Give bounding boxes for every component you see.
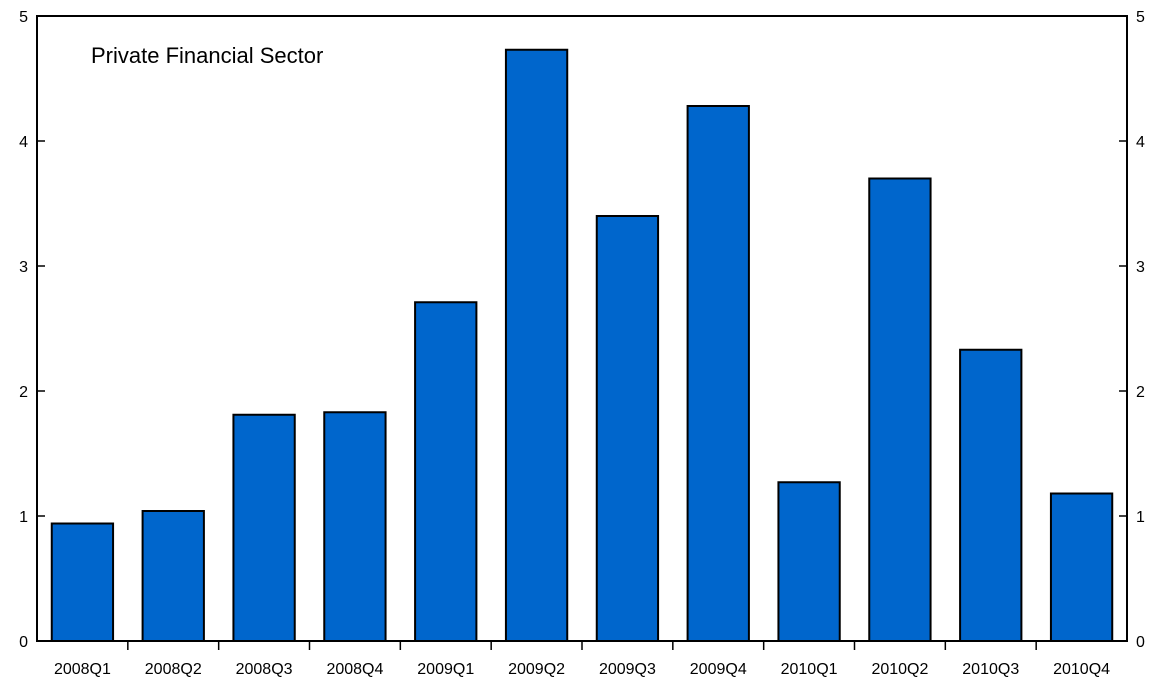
- labels-group: 2008Q1 2008Q2 2008Q3 2008Q4 2009Q1 2009Q2 2009…: [19, 9, 1145, 678]
- right-y-tick-label: 4: [1136, 134, 1145, 151]
- bar-2008Q4: [323, 411, 387, 642]
- x-tick-label-2010Q3: 2010Q3: [962, 661, 1019, 678]
- left-y-tick-label: 0: [19, 634, 28, 651]
- right-y-tick-label: 2: [1136, 384, 1145, 401]
- bars-group: [50, 48, 1114, 642]
- right-y-tick-label: 0: [1136, 634, 1145, 651]
- right-y-tick-label: 5: [1136, 9, 1145, 26]
- x-tick-label-2009Q3: 2009Q3: [599, 661, 656, 678]
- x-tick-label-2008Q2: 2008Q2: [145, 661, 202, 678]
- bar-2009Q1: [414, 301, 478, 642]
- bar-2008Q2: [141, 510, 205, 642]
- left-y-tick-label: 2: [19, 384, 28, 401]
- left-y-tick-label: 5: [19, 9, 28, 26]
- right-y-tick-label: 3: [1136, 259, 1145, 276]
- bar-2010Q3: [959, 348, 1023, 642]
- x-tick-label-2010Q2: 2010Q2: [871, 661, 928, 678]
- right-y-tick-label: 1: [1136, 509, 1145, 526]
- chart-title: Private Financial Sector: [91, 43, 323, 68]
- bar-2009Q3: [595, 215, 660, 642]
- x-tick-label-2010Q4: 2010Q4: [1053, 661, 1110, 678]
- x-tick-label-2009Q1: 2009Q1: [417, 661, 474, 678]
- ticks-group: [37, 140, 1127, 650]
- bar-2010Q4: [1049, 492, 1114, 642]
- bar-2008Q1: [50, 522, 115, 642]
- bar-2008Q3: [232, 413, 296, 642]
- bar-2009Q2: [504, 48, 569, 642]
- x-tick-label-2008Q1: 2008Q1: [54, 661, 111, 678]
- x-tick-label-2009Q2: 2009Q2: [508, 661, 565, 678]
- bar-2010Q1: [777, 481, 841, 642]
- left-y-tick-label: 3: [19, 259, 28, 276]
- x-tick-label-2010Q1: 2010Q1: [781, 661, 838, 678]
- x-tick-label-2008Q4: 2008Q4: [326, 661, 383, 678]
- x-tick-label-2009Q4: 2009Q4: [690, 661, 747, 678]
- left-y-tick-label: 1: [19, 509, 28, 526]
- x-tick-label-2008Q3: 2008Q3: [236, 661, 293, 678]
- bar-2010Q2: [868, 177, 932, 642]
- left-y-tick-label: 4: [19, 134, 28, 151]
- bar-2009Q4: [686, 105, 750, 642]
